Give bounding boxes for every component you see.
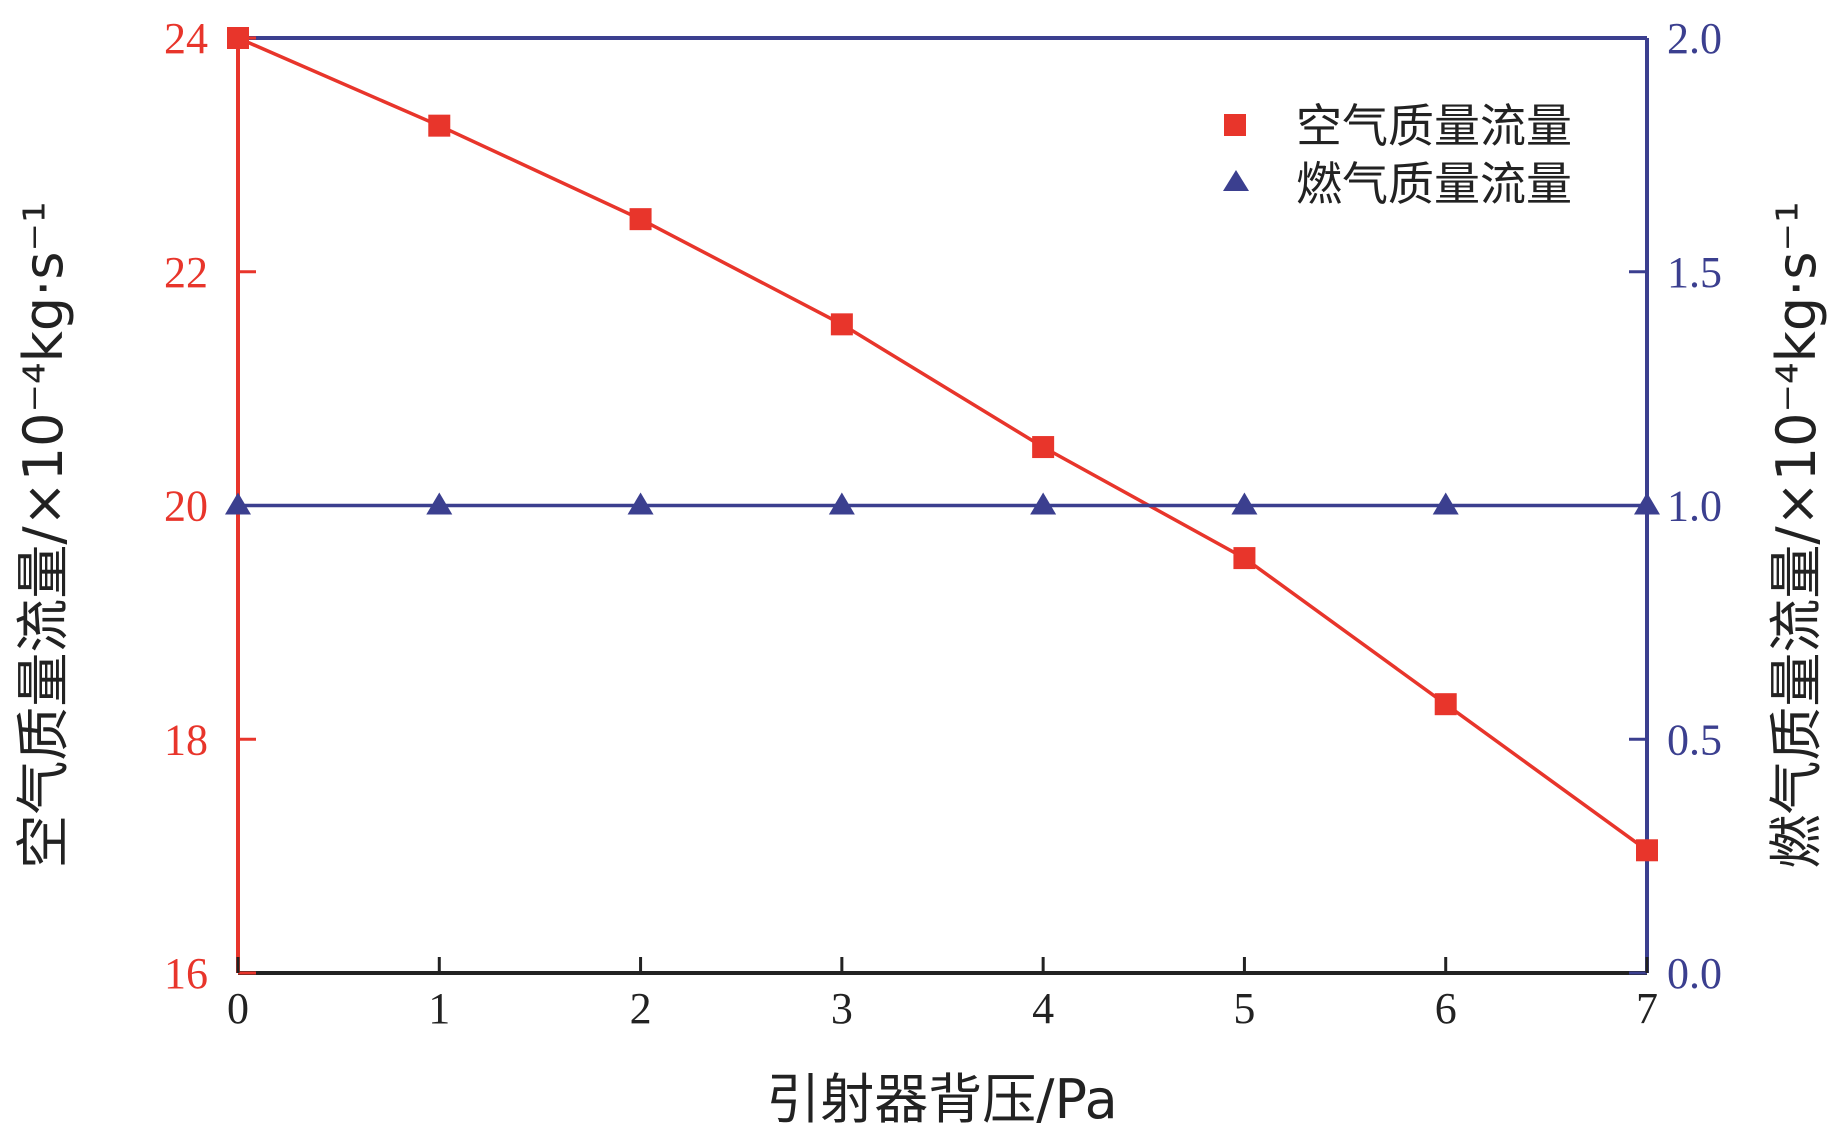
data-point-air	[428, 114, 451, 137]
data-point-air	[1032, 436, 1055, 459]
data-point-air	[1233, 547, 1256, 570]
left-tick-label: 20	[164, 482, 208, 531]
right-tick-label: 0.5	[1667, 715, 1722, 764]
data-point-gas	[627, 492, 654, 515]
left-tick-label: 24	[164, 14, 208, 63]
x-axis-ticks: 0 1 2 3 4 5 6 7	[227, 957, 1658, 1033]
data-point-gas	[225, 492, 251, 515]
x-tick-label: 4	[1032, 984, 1054, 1033]
left-tick-label: 22	[164, 248, 208, 297]
series-layer	[225, 27, 1660, 862]
data-point-gas	[1231, 492, 1258, 515]
x-tick-label: 7	[1636, 984, 1658, 1033]
data-point-gas	[1634, 492, 1660, 515]
right-axis-title: 燃气质量流量/×10⁻⁴kg·s⁻¹	[1765, 201, 1828, 868]
data-point-air	[1434, 693, 1457, 716]
legend: 空气质量流量 燃气质量流量	[1223, 99, 1572, 211]
legend-marker-air	[1224, 114, 1246, 136]
series-line-air	[237, 36, 1649, 852]
right-tick-label: 2.0	[1667, 14, 1722, 63]
data-point-gas	[1432, 492, 1459, 515]
x-tick-label: 0	[227, 984, 249, 1033]
x-tick-label: 6	[1435, 984, 1457, 1033]
right-tick-label: 1.5	[1667, 248, 1722, 297]
data-point-gas	[426, 492, 453, 515]
data-point-air	[629, 208, 652, 231]
left-axis-title: 空气质量流量/×10⁻⁴kg·s⁻¹	[12, 201, 75, 868]
data-point-air	[227, 27, 249, 49]
left-tick-label: 16	[164, 949, 208, 998]
left-tick-label: 18	[164, 715, 208, 764]
x-tick-label: 2	[630, 984, 652, 1033]
legend-marker-gas	[1223, 170, 1249, 191]
right-axis-ticks: 0.0 0.5 1.0 1.5 2.0	[1629, 14, 1722, 998]
data-point-air	[830, 313, 853, 336]
legend-label-gas: 燃气质量流量	[1296, 157, 1572, 211]
x-axis-title: 引射器背压/Pa	[766, 1068, 1117, 1131]
x-tick-label: 1	[428, 984, 450, 1033]
x-tick-label: 3	[831, 984, 853, 1033]
data-point-air	[1636, 839, 1658, 862]
right-tick-label: 1.0	[1667, 482, 1722, 531]
data-point-gas	[1030, 492, 1057, 515]
x-tick-label: 5	[1233, 984, 1255, 1033]
right-tick-label: 0.0	[1667, 949, 1722, 998]
data-point-gas	[828, 492, 855, 515]
legend-label-air: 空气质量流量	[1296, 99, 1572, 153]
